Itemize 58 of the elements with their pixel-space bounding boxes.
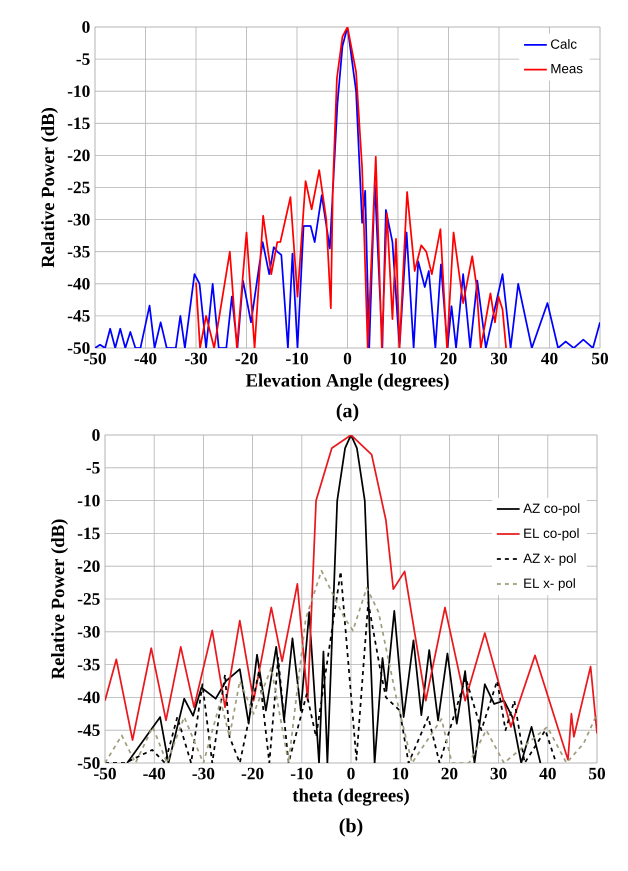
y-tick-label: 0 xyxy=(82,21,90,33)
y-axis-title: Relative Power (dB) xyxy=(41,108,58,268)
y-tick-label: -25 xyxy=(78,593,100,605)
x-tick-label: 40 xyxy=(541,352,558,364)
line-series xyxy=(105,435,597,761)
x-tick-label: 30 xyxy=(490,768,507,780)
y-tick-label: -20 xyxy=(68,150,90,162)
x-tick-label: -20 xyxy=(236,352,258,364)
x-tick-label: 30 xyxy=(490,352,508,364)
x-tick-label: -10 xyxy=(290,768,313,780)
x-tick-label: 20 xyxy=(440,352,457,364)
x-tick-label: -30 xyxy=(185,352,207,364)
y-tick-label: -5 xyxy=(86,462,100,474)
x-tick-label: -40 xyxy=(134,352,156,364)
y-tick-label: -15 xyxy=(68,118,90,130)
x-tick-label: 0 xyxy=(344,352,352,364)
y-tick-label: 0 xyxy=(92,429,100,441)
x-tick-label: 20 xyxy=(441,768,458,780)
text: (a) xyxy=(336,403,358,422)
y-axis-title: Relative Power (dB) xyxy=(51,519,68,680)
line-series xyxy=(95,27,600,348)
x-axis-title: theta (degrees) xyxy=(292,788,409,806)
x-tick-label: -50 xyxy=(94,768,116,780)
y-tick-label: -30 xyxy=(78,626,100,638)
y-tick-label: -45 xyxy=(68,310,90,322)
legend-label: AZ co-pol xyxy=(523,503,580,516)
x-tick-label: -40 xyxy=(143,768,166,780)
x-tick-label: 10 xyxy=(390,352,406,364)
y-tick-label: -20 xyxy=(78,560,100,572)
y-tick-label: -40 xyxy=(78,692,100,704)
line-series xyxy=(195,27,507,348)
y-tick-label: -25 xyxy=(68,182,90,194)
x-tick-label: 50 xyxy=(589,768,606,780)
y-tick-label: -5 xyxy=(76,53,90,65)
x-tick-label: -30 xyxy=(192,768,214,780)
y-tick-label: -35 xyxy=(68,246,90,258)
x-axis-title: Elevation Angle (degrees) xyxy=(246,374,449,391)
x-tick-label: 40 xyxy=(539,768,556,780)
y-tick-label: -30 xyxy=(68,214,90,226)
x-tick-label: 50 xyxy=(592,352,608,364)
y-tick-label: -10 xyxy=(68,85,90,98)
x-tick-label: -10 xyxy=(286,352,308,364)
legend-label: EL co-pol xyxy=(524,528,579,541)
y-tick-label: -35 xyxy=(78,658,100,670)
legend-label: EL x- pol xyxy=(524,578,575,591)
y-tick-label: -40 xyxy=(68,278,90,290)
y-tick-label: -50 xyxy=(68,342,90,354)
x-tick-label: 0 xyxy=(347,768,355,780)
legend-label: Meas xyxy=(551,64,582,74)
x-tick-label: -20 xyxy=(242,768,264,780)
y-tick-label: -15 xyxy=(78,528,100,540)
x-tick-label: 10 xyxy=(392,768,408,780)
legend-label: AZ x- pol xyxy=(523,553,576,566)
y-tick-label: -50 xyxy=(78,757,100,769)
y-tick-label: -45 xyxy=(78,724,100,736)
y-tick-label: -10 xyxy=(78,494,100,506)
legend-label: Calc xyxy=(551,39,577,49)
text: (b) xyxy=(340,818,362,837)
